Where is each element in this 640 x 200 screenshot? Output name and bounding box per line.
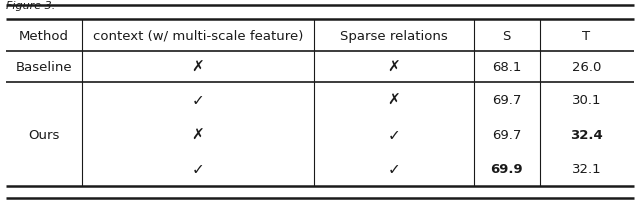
Text: 32.1: 32.1 bbox=[572, 162, 602, 175]
Text: Ours: Ours bbox=[28, 128, 60, 141]
Text: 68.1: 68.1 bbox=[492, 61, 521, 74]
Text: ✗: ✗ bbox=[191, 127, 204, 142]
Text: 30.1: 30.1 bbox=[572, 94, 602, 107]
Text: ✗: ✗ bbox=[387, 93, 400, 108]
Text: 69.7: 69.7 bbox=[492, 94, 521, 107]
Text: Sparse relations: Sparse relations bbox=[340, 30, 447, 42]
Text: T: T bbox=[582, 30, 591, 42]
Text: ✓: ✓ bbox=[387, 161, 400, 176]
Text: Method: Method bbox=[19, 30, 69, 42]
Text: ✓: ✓ bbox=[191, 161, 204, 176]
Text: ✗: ✗ bbox=[191, 60, 204, 75]
Text: 69.9: 69.9 bbox=[490, 162, 523, 175]
Text: Baseline: Baseline bbox=[16, 61, 72, 74]
Text: ✗: ✗ bbox=[387, 60, 400, 75]
Text: ✓: ✓ bbox=[191, 93, 204, 108]
Text: Figure 3.: Figure 3. bbox=[6, 1, 56, 11]
Text: context (w/ multi-scale feature): context (w/ multi-scale feature) bbox=[93, 30, 303, 42]
Text: 26.0: 26.0 bbox=[572, 61, 601, 74]
Text: ✓: ✓ bbox=[387, 127, 400, 142]
Text: 69.7: 69.7 bbox=[492, 128, 521, 141]
Text: S: S bbox=[502, 30, 511, 42]
Text: 32.4: 32.4 bbox=[570, 128, 603, 141]
